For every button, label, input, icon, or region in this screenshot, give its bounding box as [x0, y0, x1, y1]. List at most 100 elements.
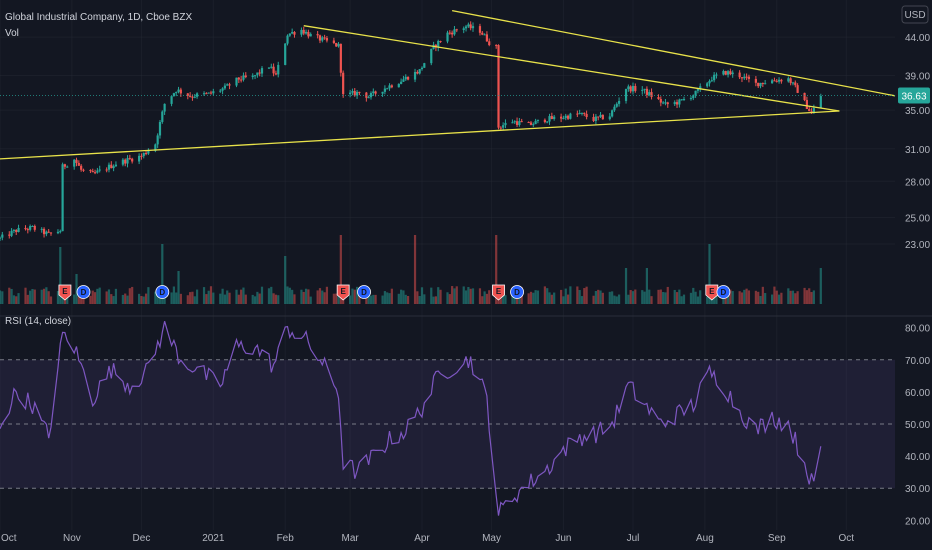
volume-bar: [423, 294, 426, 304]
candle-body: [715, 74, 718, 76]
volume-bar: [397, 293, 400, 304]
rsi-pane: [0, 321, 895, 516]
price-tick-label: 44.00: [905, 33, 930, 44]
candle-body: [536, 119, 540, 121]
volume-bar: [527, 293, 530, 304]
volume-bar: [10, 288, 13, 304]
candle-body: [680, 99, 683, 101]
volume-bar: [212, 292, 215, 304]
candle-body: [107, 164, 111, 170]
candle-body: [805, 100, 808, 110]
currency-button[interactable]: USD: [901, 5, 929, 24]
x-tick-label: Dec: [133, 533, 151, 544]
candle-body: [235, 77, 238, 86]
x-tick-label: Mar: [341, 533, 359, 544]
volume-bar: [485, 293, 489, 304]
candle-body: [335, 43, 338, 47]
volume-bar: [124, 293, 127, 304]
earnings-marker[interactable]: E: [705, 284, 719, 301]
volume-bar: [138, 293, 141, 304]
volume-bar: [26, 294, 29, 304]
candle-body: [648, 92, 651, 95]
volume-bar: [627, 294, 630, 304]
candle-body: [504, 122, 507, 126]
volume-bar: [191, 291, 194, 304]
price-candles[interactable]: [0, 21, 822, 241]
dividend-circle-icon: [357, 285, 371, 299]
volume-bar: [131, 286, 134, 304]
earnings-marker[interactable]: E: [492, 284, 505, 301]
volume-bar: [532, 292, 535, 304]
candle-body: [242, 75, 245, 80]
candle-body: [244, 75, 247, 78]
volume-bar: [318, 288, 322, 304]
volume-bar: [773, 286, 776, 304]
dividend-circle-icon: [155, 285, 170, 299]
dividend-marker[interactable]: D: [357, 285, 371, 299]
volume-bar: [56, 291, 60, 304]
volume-bar: [432, 296, 435, 304]
candle-body: [585, 113, 588, 118]
volume-bar: [543, 286, 546, 304]
candle-body: [163, 103, 166, 112]
volume-bar: [645, 268, 649, 304]
dividend-marker[interactable]: D: [155, 285, 170, 299]
volume-bar: [617, 294, 621, 304]
volume-bar: [96, 288, 99, 304]
volume-bar: [675, 292, 679, 304]
trendline-resistance-inner: [303, 25, 840, 112]
volume-bar: [420, 287, 424, 304]
candle-body: [258, 72, 261, 74]
candle-body: [631, 85, 635, 92]
volume-bar: [641, 290, 644, 304]
dividend-marker[interactable]: D: [716, 285, 731, 299]
volume-bar: [789, 290, 792, 304]
earnings-flag-icon: [336, 284, 350, 301]
volume-bar: [550, 294, 553, 304]
candle-body: [121, 159, 124, 165]
volume-bar: [374, 294, 377, 304]
volume-bar: [321, 290, 324, 304]
volume-bar: [562, 296, 565, 304]
volume-bar: [448, 294, 451, 304]
candle-body: [316, 34, 319, 36]
candle-body: [202, 93, 206, 95]
volume-bar: [682, 294, 686, 304]
volume-bar: [59, 247, 62, 304]
candle-body: [499, 127, 502, 129]
candle-body: [430, 48, 433, 64]
candle-body: [0, 237, 2, 239]
volume-bar: [451, 286, 454, 304]
candle-body: [140, 155, 143, 157]
trendlines[interactable]: [0, 10, 896, 160]
candle-body: [803, 92, 806, 101]
dividend-circle-icon: [510, 285, 524, 299]
volume-bar: [349, 295, 352, 304]
candle-body: [154, 144, 157, 151]
earnings-flag-label: E: [709, 287, 715, 296]
rsi-tick-label: 80.00: [905, 324, 930, 335]
dividend-marker[interactable]: D: [76, 285, 91, 299]
candle-body: [710, 80, 713, 82]
volume-bar: [650, 296, 653, 304]
candle-body: [583, 112, 586, 114]
x-tick-label: Jun: [555, 533, 571, 544]
candle-body: [743, 76, 746, 79]
candle-body: [114, 164, 118, 167]
volume-bar: [754, 290, 757, 304]
volume-bar: [288, 287, 291, 304]
volume-bar: [186, 295, 189, 304]
earnings-marker[interactable]: E: [336, 284, 350, 301]
candle-body: [420, 67, 424, 70]
earnings-marker[interactable]: E: [58, 284, 72, 301]
candle-body: [93, 172, 97, 174]
dividend-marker[interactable]: D: [510, 285, 524, 299]
volume-bar: [796, 291, 799, 304]
earnings-flag-icon: [705, 284, 719, 301]
volume-bar: [367, 296, 370, 304]
volume-bar: [659, 289, 662, 304]
candle-body: [469, 24, 472, 29]
volume-bar: [31, 288, 34, 304]
